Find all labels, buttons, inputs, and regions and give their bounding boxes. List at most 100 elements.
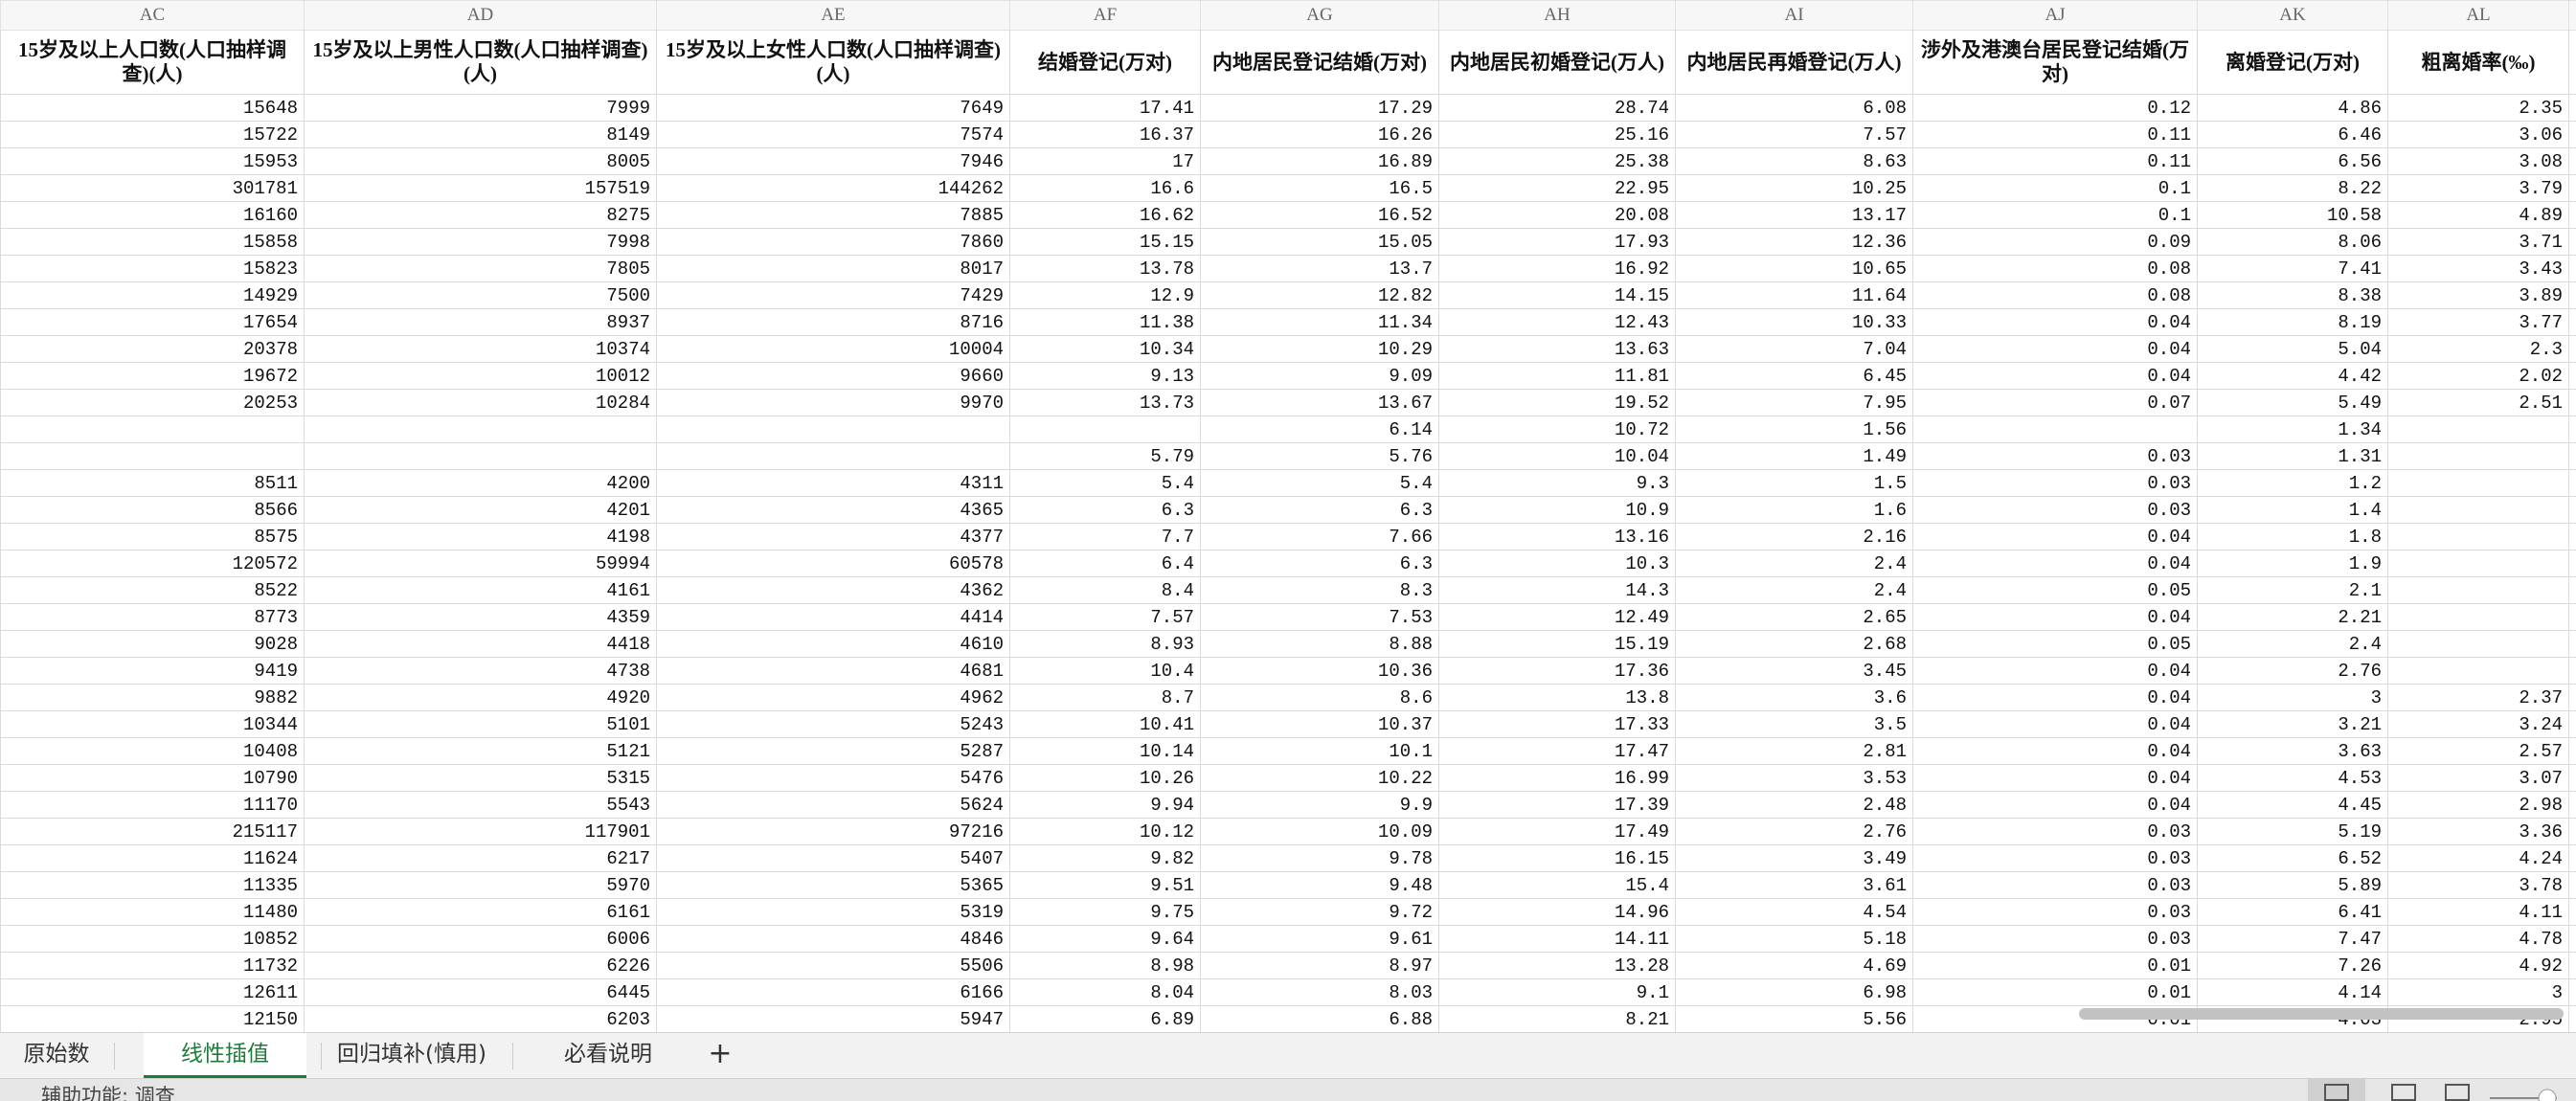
- cell[interactable]: 4962: [656, 684, 1010, 711]
- cell[interactable]: 28.74: [1438, 94, 1676, 122]
- cell[interactable]: 215117: [0, 818, 305, 845]
- cell[interactable]: 0.03: [1912, 818, 2198, 845]
- cell[interactable]: 9.72: [1200, 898, 1439, 926]
- cell[interactable]: 7805: [304, 255, 657, 282]
- cell[interactable]: 10.58: [2197, 201, 2388, 229]
- cell[interactable]: 3.21: [2197, 710, 2388, 738]
- cell[interactable]: 6.4: [1009, 550, 1201, 577]
- cell[interactable]: 7998: [304, 228, 657, 256]
- cell[interactable]: 4200: [304, 469, 657, 497]
- cell[interactable]: 1.8: [2197, 523, 2388, 550]
- cell[interactable]: 7999: [304, 94, 657, 122]
- sheet-tab[interactable]: 原始数据: [23, 1042, 90, 1101]
- cell[interactable]: 4681: [656, 657, 1010, 685]
- cell[interactable]: 13.7: [1200, 255, 1439, 282]
- cell[interactable]: [0, 442, 305, 470]
- cell[interactable]: 0.04: [1912, 791, 2198, 819]
- sheet-tab[interactable]: 线性插值: [144, 1033, 306, 1078]
- cell[interactable]: 3.45: [1675, 657, 1913, 685]
- cell[interactable]: 7649: [656, 94, 1010, 122]
- cell[interactable]: 6.08: [1675, 94, 1913, 122]
- cell[interactable]: 9.94: [1009, 791, 1201, 819]
- cell[interactable]: 4738: [304, 657, 657, 685]
- cell[interactable]: 4.89: [2387, 201, 2569, 229]
- cell[interactable]: 1.9: [2197, 550, 2388, 577]
- cell[interactable]: 2.98: [2387, 791, 2569, 819]
- cell[interactable]: 8575: [0, 523, 305, 550]
- cell[interactable]: [2568, 147, 2576, 175]
- cell[interactable]: 15.05: [1200, 228, 1439, 256]
- cell[interactable]: 3.36: [2387, 818, 2569, 845]
- cell[interactable]: 3.77: [2387, 308, 2569, 336]
- cell[interactable]: 6.14: [1200, 416, 1439, 443]
- cell[interactable]: 5.79: [1009, 442, 1201, 470]
- cell[interactable]: 14.11: [1438, 925, 1676, 953]
- cell[interactable]: 8.04: [1009, 978, 1201, 1006]
- cell[interactable]: 3.43: [2387, 255, 2569, 282]
- cell[interactable]: 4.92: [2387, 952, 2569, 979]
- cell[interactable]: 17.93: [1438, 228, 1676, 256]
- cell[interactable]: [2387, 603, 2569, 631]
- cell[interactable]: 11170: [0, 791, 305, 819]
- cell[interactable]: 0.04: [1912, 362, 2198, 390]
- cell[interactable]: 5.89: [2197, 871, 2388, 899]
- cell[interactable]: 2.57: [2387, 737, 2569, 765]
- cell[interactable]: [656, 442, 1010, 470]
- cell[interactable]: 10.36: [1200, 657, 1439, 685]
- cell[interactable]: 9.64: [1009, 925, 1201, 953]
- cell[interactable]: 3.08: [2387, 147, 2569, 175]
- cell[interactable]: 13.78: [1009, 255, 1201, 282]
- cell[interactable]: 6.3: [1200, 550, 1439, 577]
- cell[interactable]: 20.08: [1438, 201, 1676, 229]
- cell[interactable]: 8773: [0, 603, 305, 631]
- cell[interactable]: 9.75: [1009, 898, 1201, 926]
- cell[interactable]: 6.98: [1675, 978, 1913, 1006]
- cell[interactable]: 11480: [0, 898, 305, 926]
- cell[interactable]: [2568, 201, 2576, 229]
- cell[interactable]: 10.33: [1675, 308, 1913, 336]
- cell[interactable]: 13.17: [1675, 201, 1913, 229]
- cell[interactable]: 3.89: [2387, 281, 2569, 309]
- cell[interactable]: 0.03: [1912, 925, 2198, 953]
- column-name[interactable]: 15岁及以上男性人口数(人口抽样调查)(人): [304, 30, 657, 95]
- cell[interactable]: [2568, 576, 2576, 604]
- cell[interactable]: 8.88: [1200, 630, 1439, 658]
- cell[interactable]: 4.53: [2197, 764, 2388, 792]
- cell[interactable]: 7.66: [1200, 523, 1439, 550]
- cell[interactable]: 7.95: [1675, 389, 1913, 416]
- cell[interactable]: 0.05: [1912, 630, 2198, 658]
- cell[interactable]: 301781: [0, 174, 305, 202]
- cell[interactable]: 15823: [0, 255, 305, 282]
- cell[interactable]: [2568, 630, 2576, 658]
- cell[interactable]: 9419: [0, 657, 305, 685]
- cell[interactable]: 16.37: [1009, 121, 1201, 148]
- cell[interactable]: [2387, 576, 2569, 604]
- cell[interactable]: 6006: [304, 925, 657, 953]
- cell[interactable]: 9.78: [1200, 844, 1439, 872]
- cell[interactable]: 16.15: [1438, 844, 1676, 872]
- cell[interactable]: 9882: [0, 684, 305, 711]
- cell[interactable]: 4311: [656, 469, 1010, 497]
- cell[interactable]: 10284: [304, 389, 657, 416]
- cell[interactable]: 7946: [656, 147, 1010, 175]
- cell[interactable]: 0.12: [1912, 94, 2198, 122]
- cell[interactable]: 117901: [304, 818, 657, 845]
- cell[interactable]: 5121: [304, 737, 657, 765]
- cell[interactable]: 3.71: [2387, 228, 2569, 256]
- cell[interactable]: 7.57: [1009, 603, 1201, 631]
- cell[interactable]: 0.04: [1912, 523, 2198, 550]
- cell[interactable]: [2387, 523, 2569, 550]
- cell[interactable]: 5101: [304, 710, 657, 738]
- cell[interactable]: 4161: [304, 576, 657, 604]
- cell[interactable]: [2387, 416, 2569, 443]
- cell[interactable]: 2.35: [2387, 94, 2569, 122]
- cell[interactable]: 10.04: [1438, 442, 1676, 470]
- cell[interactable]: 7500: [304, 281, 657, 309]
- cell[interactable]: 5.49: [2197, 389, 2388, 416]
- column-letter[interactable]: AH: [1438, 0, 1676, 31]
- cell[interactable]: 16.52: [1200, 201, 1439, 229]
- cell[interactable]: 4.45: [2197, 791, 2388, 819]
- cell[interactable]: 10.22: [1200, 764, 1439, 792]
- cell[interactable]: 2.65: [1675, 603, 1913, 631]
- cell[interactable]: 10.41: [1009, 710, 1201, 738]
